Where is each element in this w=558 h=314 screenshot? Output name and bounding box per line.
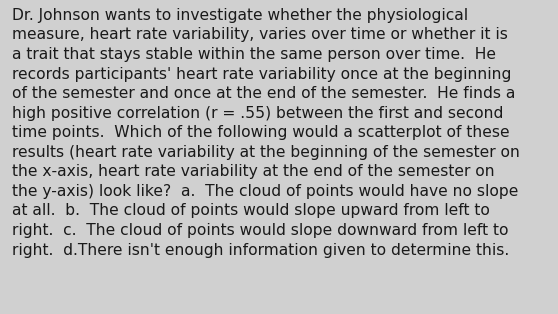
Text: Dr. Johnson wants to investigate whether the physiological
measure, heart rate v: Dr. Johnson wants to investigate whether… (12, 8, 520, 257)
